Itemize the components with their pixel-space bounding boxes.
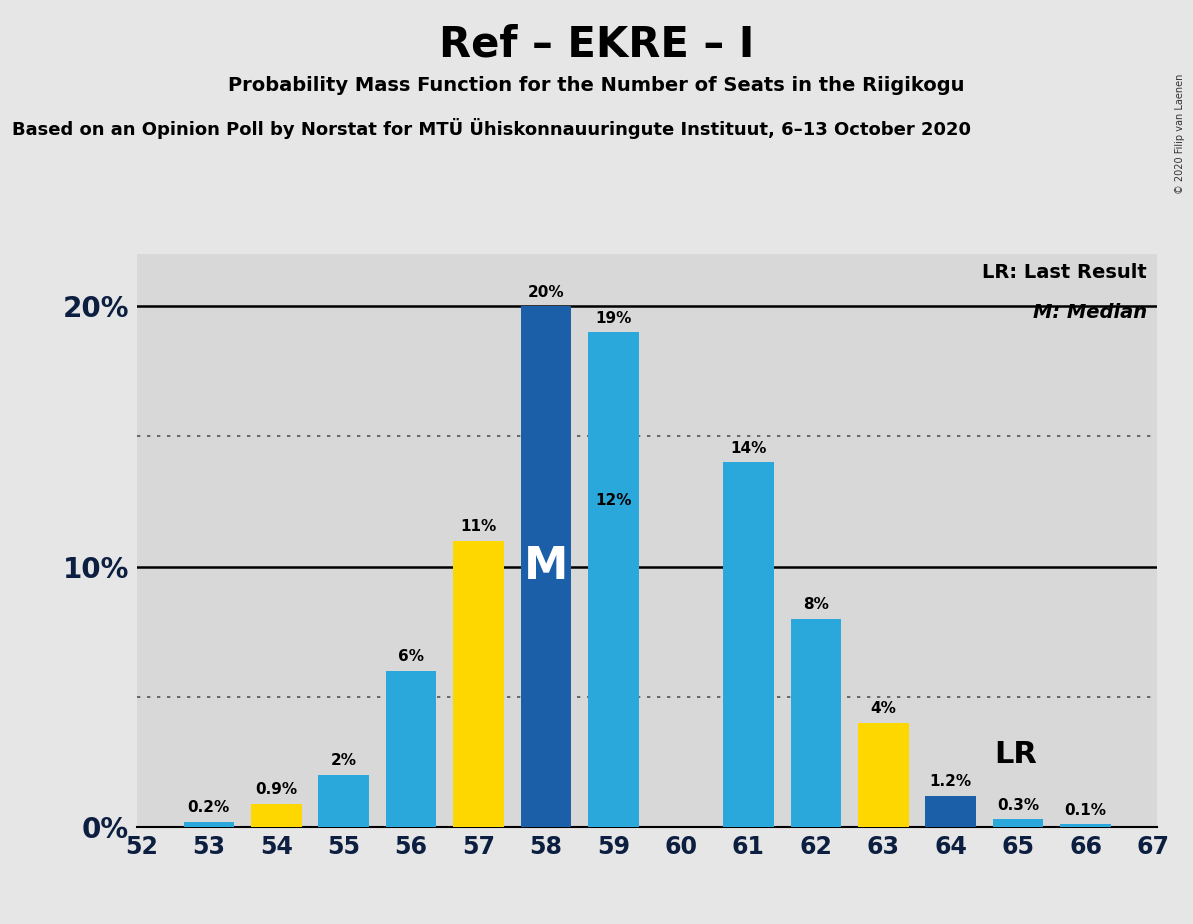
Bar: [319, 775, 369, 827]
Bar: [521, 306, 571, 827]
Text: 2%: 2%: [330, 753, 357, 769]
Text: 20%: 20%: [527, 285, 564, 299]
Bar: [926, 796, 976, 827]
Text: 0.3%: 0.3%: [997, 797, 1039, 813]
Text: 19%: 19%: [595, 310, 631, 326]
Bar: [184, 821, 234, 827]
Bar: [588, 333, 638, 827]
Text: M: Median: M: Median: [1033, 303, 1146, 322]
Text: 0.1%: 0.1%: [1064, 803, 1107, 818]
Text: © 2020 Filip van Laenen: © 2020 Filip van Laenen: [1175, 74, 1185, 194]
Text: 12%: 12%: [595, 493, 632, 508]
Bar: [723, 462, 773, 827]
Text: LR: Last Result: LR: Last Result: [982, 262, 1146, 282]
Bar: [588, 515, 638, 827]
Bar: [1061, 824, 1111, 827]
Bar: [453, 541, 503, 827]
Bar: [385, 671, 437, 827]
Text: 0.9%: 0.9%: [255, 782, 297, 797]
Bar: [993, 820, 1044, 827]
Text: 14%: 14%: [730, 441, 767, 456]
Text: 4%: 4%: [871, 701, 896, 716]
Text: 8%: 8%: [803, 597, 829, 613]
Text: LR: LR: [995, 739, 1038, 769]
Text: 1.2%: 1.2%: [929, 774, 972, 789]
Text: M: M: [524, 545, 568, 588]
Bar: [791, 619, 841, 827]
Text: 6%: 6%: [398, 650, 425, 664]
Text: Based on an Opinion Poll by Norstat for MTÜ Ühiskonnauuringute Instituut, 6–13 O: Based on an Opinion Poll by Norstat for …: [12, 118, 971, 140]
Text: 0.2%: 0.2%: [187, 800, 230, 815]
Text: Ref – EKRE – I: Ref – EKRE – I: [439, 23, 754, 65]
Bar: [858, 723, 909, 827]
Text: Probability Mass Function for the Number of Seats in the Riigikogu: Probability Mass Function for the Number…: [228, 76, 965, 95]
Bar: [251, 804, 302, 827]
Text: 11%: 11%: [460, 519, 496, 534]
